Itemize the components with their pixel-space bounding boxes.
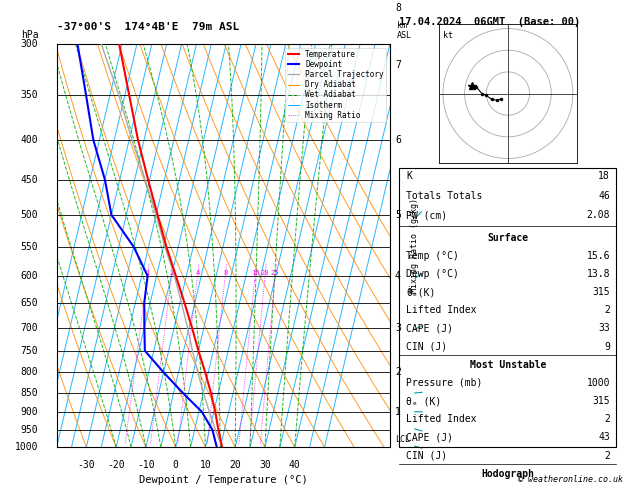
Text: 13.8: 13.8 (586, 269, 610, 279)
Text: 33: 33 (598, 323, 610, 333)
Text: 750: 750 (21, 346, 38, 356)
Text: 2: 2 (604, 305, 610, 315)
Text: Lifted Index: Lifted Index (406, 414, 476, 424)
Text: Temp (°C): Temp (°C) (406, 251, 459, 260)
Text: 40: 40 (289, 460, 301, 470)
Text: 18: 18 (598, 171, 610, 181)
Text: 800: 800 (21, 367, 38, 377)
Text: 850: 850 (21, 388, 38, 398)
Text: 30: 30 (259, 460, 271, 470)
Text: Surface: Surface (487, 232, 528, 243)
Text: 25: 25 (271, 270, 279, 276)
Text: 2: 2 (604, 414, 610, 424)
Text: Pressure (mb): Pressure (mb) (406, 378, 482, 388)
Text: 20: 20 (230, 460, 241, 470)
Text: Dewp (°C): Dewp (°C) (406, 269, 459, 279)
Text: 20: 20 (261, 270, 269, 276)
Text: Hodograph: Hodograph (481, 469, 535, 479)
Text: Dewpoint / Temperature (°C): Dewpoint / Temperature (°C) (139, 475, 308, 486)
Text: Mixing Ratio (g/kg): Mixing Ratio (g/kg) (410, 198, 419, 293)
Text: 1000: 1000 (586, 378, 610, 388)
Text: -20: -20 (108, 460, 125, 470)
Text: 7: 7 (395, 60, 401, 70)
Text: 16: 16 (251, 270, 259, 276)
Text: 43: 43 (598, 433, 610, 442)
Text: 1: 1 (145, 270, 150, 276)
Text: 46: 46 (598, 191, 610, 201)
Text: 1: 1 (395, 407, 401, 417)
Text: km
ASL: km ASL (397, 21, 411, 40)
Text: CAPE (J): CAPE (J) (406, 433, 453, 442)
Text: 4: 4 (196, 270, 199, 276)
Text: 600: 600 (21, 271, 38, 281)
Text: 8: 8 (223, 270, 227, 276)
Text: 300: 300 (21, 39, 38, 49)
Text: CAPE (J): CAPE (J) (406, 323, 453, 333)
Text: Lifted Index: Lifted Index (406, 305, 476, 315)
Text: Most Unstable: Most Unstable (470, 360, 546, 370)
Text: 2: 2 (169, 270, 174, 276)
Text: PW (cm): PW (cm) (406, 210, 447, 220)
Text: 5: 5 (395, 210, 401, 220)
Text: 315: 315 (593, 287, 610, 297)
Legend: Temperature, Dewpoint, Parcel Trajectory, Dry Adiabat, Wet Adiabat, Isotherm, Mi: Temperature, Dewpoint, Parcel Trajectory… (286, 48, 386, 122)
Text: 4: 4 (395, 271, 401, 281)
Text: θₑ(K): θₑ(K) (406, 287, 435, 297)
Text: 8: 8 (395, 3, 401, 14)
Text: 1000: 1000 (14, 442, 38, 452)
Text: LCL: LCL (395, 435, 410, 444)
Text: K: K (406, 171, 412, 181)
Text: hPa: hPa (21, 30, 38, 40)
Text: 2: 2 (604, 451, 610, 461)
Text: 2: 2 (395, 367, 401, 377)
Text: 450: 450 (21, 174, 38, 185)
Text: Totals Totals: Totals Totals (406, 191, 482, 201)
Text: 0: 0 (173, 460, 179, 470)
Text: 400: 400 (21, 135, 38, 145)
Text: 700: 700 (21, 323, 38, 332)
Text: 17.04.2024  06GMT  (Base: 00): 17.04.2024 06GMT (Base: 00) (399, 17, 581, 28)
Text: 9: 9 (604, 342, 610, 351)
Text: 315: 315 (593, 396, 610, 406)
Text: kt: kt (443, 31, 453, 40)
Text: 2.08: 2.08 (586, 210, 610, 220)
Text: 950: 950 (21, 425, 38, 435)
Text: -37°00'S  174°4B'E  79m ASL: -37°00'S 174°4B'E 79m ASL (57, 21, 239, 32)
Text: © weatheronline.co.uk: © weatheronline.co.uk (518, 474, 623, 484)
Text: CIN (J): CIN (J) (406, 451, 447, 461)
Text: 10: 10 (199, 460, 211, 470)
Text: 15.6: 15.6 (586, 251, 610, 260)
Text: θₑ (K): θₑ (K) (406, 396, 441, 406)
Text: 500: 500 (21, 210, 38, 220)
Text: 3: 3 (395, 323, 401, 332)
Text: CIN (J): CIN (J) (406, 342, 447, 351)
Text: 900: 900 (21, 407, 38, 417)
Text: 650: 650 (21, 298, 38, 308)
Text: 6: 6 (395, 135, 401, 145)
Text: -30: -30 (77, 460, 95, 470)
Text: 350: 350 (21, 90, 38, 101)
Text: 550: 550 (21, 242, 38, 252)
Text: -10: -10 (137, 460, 155, 470)
